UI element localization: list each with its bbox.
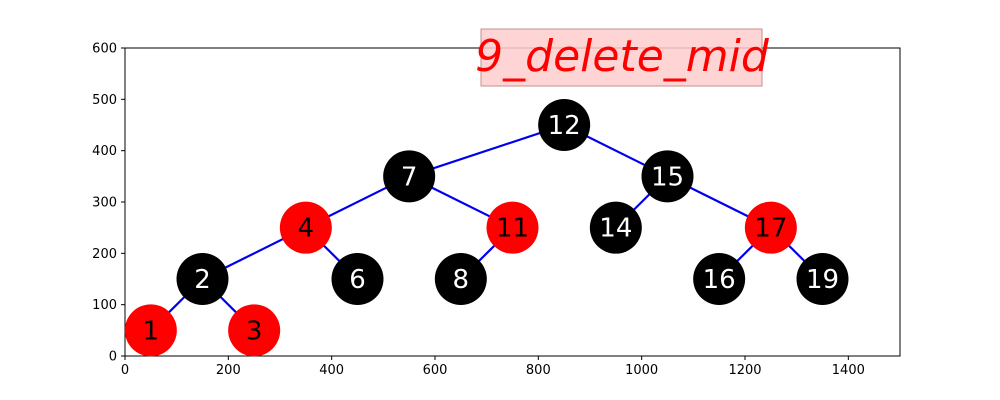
tree-node-8 (434, 253, 487, 305)
y-tick-label: 300 (92, 196, 117, 211)
tree-edge-12-7 (408, 123, 565, 178)
tree-node-label-17: 17 (754, 214, 787, 244)
x-tick-label: 0 (121, 363, 129, 378)
tree-node-label-15: 15 (651, 162, 684, 192)
tree-node-1 (124, 304, 177, 357)
y-tick-label: 400 (92, 144, 117, 159)
tree-node-label-1: 1 (143, 316, 160, 346)
tree-node-19 (796, 253, 849, 305)
title-layer: 9_delete_mid (475, 28, 770, 87)
tree-node-6 (331, 253, 384, 305)
tree-node-label-7: 7 (401, 162, 418, 192)
x-tick-label: 200 (216, 363, 241, 378)
tree-node-label-8: 8 (453, 265, 470, 295)
tree-node-label-19: 19 (806, 265, 839, 295)
x-tick-label: 800 (526, 363, 551, 378)
tree-node-label-12: 12 (548, 111, 581, 141)
y-tick-label: 600 (92, 42, 117, 57)
y-tick-label: 200 (92, 247, 117, 262)
tree-node-16 (693, 253, 746, 305)
tree-node-17 (744, 201, 797, 254)
tree-node-2 (176, 253, 229, 305)
tree-node-label-4: 4 (298, 214, 315, 244)
tree-node-label-6: 6 (349, 265, 366, 295)
tree-node-11 (486, 201, 539, 254)
y-tick-label: 100 (92, 298, 117, 313)
y-tick-label: 500 (92, 93, 117, 108)
x-tick-label: 1000 (625, 363, 658, 378)
x-tick-label: 600 (423, 363, 448, 378)
x-tick-label: 400 (319, 363, 344, 378)
tree-node-label-3: 3 (246, 316, 263, 346)
tree-node-15 (641, 150, 694, 203)
chart-title-box (480, 28, 763, 87)
tree-node-label-16: 16 (703, 265, 736, 295)
tree-node-label-2: 2 (194, 265, 211, 295)
tree-node-label-14: 14 (599, 214, 632, 244)
axes-layer: 0 200 400 600 800 1000 1200 1400 0 100 200 300 400 50… (92, 42, 901, 378)
nodes-layer: 12 7 15 4 11 14 17 2 6 8 16 19 1 3 (124, 99, 849, 357)
x-tick-label: 1200 (728, 363, 761, 378)
y-tick-label: 0 (109, 350, 117, 365)
tree-node-3 (228, 304, 281, 357)
tree-node-12 (538, 99, 591, 151)
tree-node-7 (383, 150, 436, 203)
tree-node-4 (279, 201, 332, 254)
chart-title: 9_delete_mid (475, 31, 770, 82)
x-tick-label: 1400 (832, 363, 865, 378)
tree-node-label-11: 11 (496, 214, 529, 244)
tree-node-14 (589, 201, 642, 254)
